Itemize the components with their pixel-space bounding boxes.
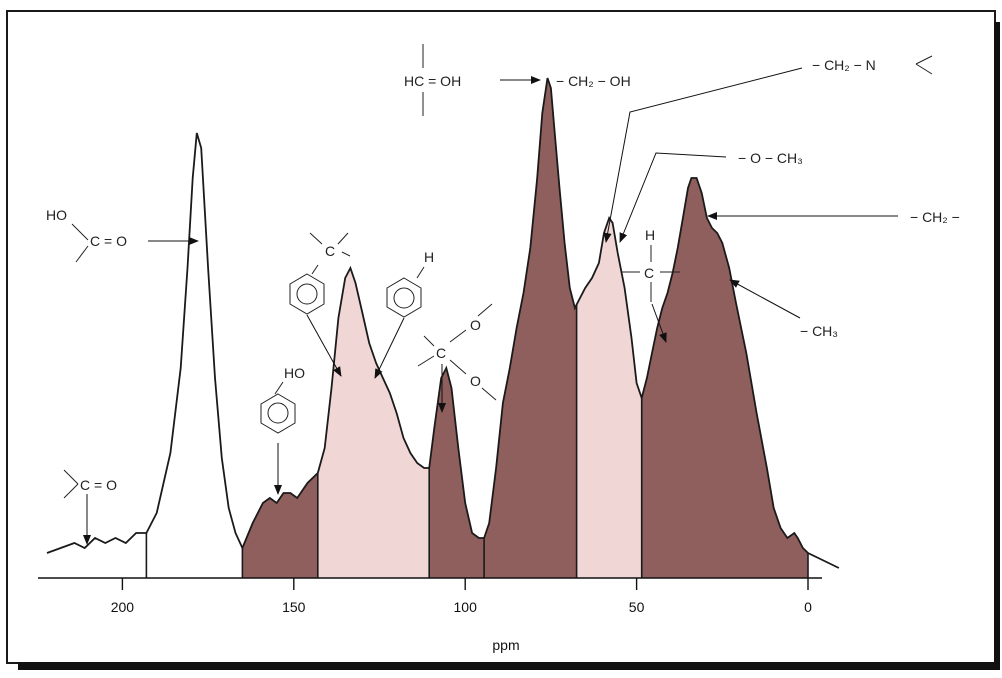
carboxyl-ho-label: HO [46,207,67,223]
aryl-h-group: H [374,249,434,379]
aryl-ring-icon [289,273,325,315]
phenol-ring-icon [260,393,296,434]
ch-h-label: H [645,227,655,243]
ch3-label: − CH₃ [800,323,838,339]
hcoh-group: HC = OH [404,44,541,116]
och3-group: − O − CH₃ [619,150,803,243]
acetal-o1-label: O [470,317,481,333]
ch2n-label: − CH₂ − N [812,57,876,73]
ketone-label: C = O [80,477,117,493]
acetal-group: O C O [417,303,497,413]
x-tick-label: 150 [282,599,306,615]
ch2-group: − CH₂ − [707,209,960,225]
ch-arrow [651,303,667,343]
frame-shadow-bottom [18,662,1000,670]
hcoh-label: HC = OH [404,73,461,89]
ch2oh-label: − CH₂ − OH [556,73,631,89]
region-dividers [145,304,809,578]
acetal-c-label: C [436,345,446,361]
x-tick-label: 100 [454,599,478,615]
phenol-group: HO [260,365,305,495]
carboxyl-label: C = O [90,233,127,249]
structure-annotations: C = O HO C = O HO C [46,44,960,545]
aryl-c-label: C [325,243,335,259]
och3-arrow [619,152,727,243]
carboxyl-group: HO C = O [46,207,199,263]
aryl-h-label: H [424,249,434,265]
ch3-group: − CH₃ [729,279,838,339]
phenol-ho-label: HO [284,365,305,381]
region-fill-dark [242,78,318,578]
region-fill-dark [484,78,577,578]
ch2-label: − CH₂ − [910,209,960,225]
aryl-c-arrow [306,314,342,377]
x-tick-label: 200 [111,599,135,615]
ch2n-group: − CH₂ − N [603,55,933,243]
region-fill-light [576,78,642,578]
ketone-group: C = O [63,469,117,545]
region-fill-light [317,78,430,578]
x-tick-label: 0 [804,599,812,615]
ch2n-arrow [603,67,803,243]
x-axis-title: ppm [492,637,519,653]
ch-group: H C [622,227,680,343]
aryl-h-arrow [374,317,405,379]
acetal-o2-label: O [470,373,481,389]
spectrum-curve [46,77,840,569]
aryl-c-group: C [289,232,351,377]
och3-label: − O − CH₃ [738,150,803,166]
frame-shadow-right [994,22,1000,670]
ch-c-label: C [644,265,654,281]
x-axis-ticks: 200 150 100 50 0 [111,578,812,615]
ch3-arrow [729,279,801,319]
aryl-h-ring-icon [386,277,422,318]
x-tick-label: 50 [629,599,645,615]
region-fill-dark [641,78,808,578]
